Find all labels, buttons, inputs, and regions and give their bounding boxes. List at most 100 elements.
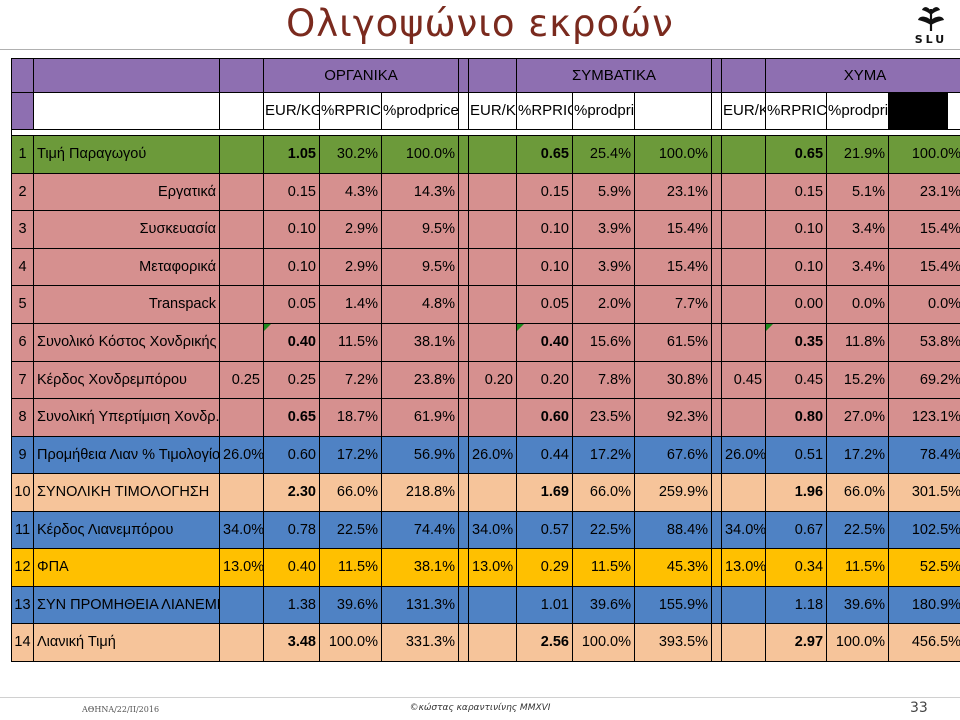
header-blank-label [33,91,220,130]
subheader-rprice: %RPRICE [319,91,382,130]
organic-eur-cell: 3.48 [263,623,320,662]
organic-rate-cell: 34.0% [219,510,264,550]
table-row: 1 Τιμή Παραγωγού 1.05 30.2% 100.0% 0.65 25.4% 1… [11,135,960,174]
group-spacer [711,510,723,550]
organic-prodprice-cell: 38.1% [381,322,459,362]
organic-eur-cell: 0.65 [263,398,320,437]
conventional-eur-cell: 0.57 [516,510,573,550]
row-number: 6 [11,322,34,362]
organic-eur-cell: 1.38 [263,585,320,625]
header-blank-extra [711,91,723,130]
row-number: 13 [11,585,34,625]
conventional-rate-cell [468,623,517,662]
bulk-rate-cell [721,135,767,174]
organic-rate-cell: 0.25 [219,360,264,400]
group-spacer [458,623,469,662]
bulk-rprice-cell: 3.4% [826,210,890,249]
bulk-eur-cell: 1.18 [765,585,828,625]
conventional-rate-cell [468,473,517,512]
table-body: ΟΡΓΑΝΙΚΑ ΣΥΜΒΑΤΙΚΑ ΧΥΜΑ EUR/KG %RPRICE %… [10,58,960,662]
table-row: 12 ΦΠΑ 13.0% 0.40 11.5% 38.1% 13.0% 0.29 11.5% 45… [11,548,960,587]
group-spacer [458,210,469,249]
conventional-eur-cell: 0.10 [516,210,573,249]
bulk-rate-cell: 26.0% [721,435,767,475]
conventional-prodprice-cell: 155.9% [633,585,713,625]
bulk-eur-cell: 0.65 [765,135,828,174]
conventional-prodprice-cell: 259.9% [633,473,713,512]
group-spacer [458,435,469,475]
organic-rate-cell [219,585,264,625]
group-spacer [458,398,469,437]
bulk-prodprice-cell: 100.0% [888,135,960,174]
conventional-rate-cell [468,210,517,249]
footer-divider [0,697,960,698]
header-blank-extra [219,58,264,93]
conventional-eur-cell: 0.20 [516,360,573,400]
bulk-eur-cell: 2.97 [765,623,828,662]
organic-eur-cell: 0.05 [263,285,320,324]
group-spacer [711,322,723,362]
conventional-prodprice-cell: 7.7% [633,285,713,324]
bulk-rprice-cell: 39.6% [826,585,890,625]
cost-table-container: ΟΡΓΑΝΙΚΑ ΣΥΜΒΑΤΙΚΑ ΧΥΜΑ EUR/KG %RPRICE %… [10,58,960,662]
group-header-organic: ΟΡΓΑΝΙΚΑ [263,58,459,93]
conventional-rprice-cell: 3.9% [572,247,635,287]
row-number: 1 [11,135,34,174]
row-label: Συνολική Υπερτίμιση Χονδρ. [33,398,220,437]
conventional-rate-cell [468,585,517,625]
bulk-rate-cell [721,398,767,437]
organic-rate-cell [219,623,264,662]
row-number: 11 [11,510,34,550]
conventional-eur-cell: 0.40 [516,322,573,362]
organic-prodprice-cell: 61.9% [381,398,459,437]
organic-rprice-cell: 11.5% [319,548,382,587]
conventional-prodprice-cell: 88.4% [633,510,713,550]
subheader-prodprice: %prodprice [826,91,890,130]
bulk-rate-cell: 34.0% [721,510,767,550]
conventional-rate-cell [468,172,517,212]
conventional-rprice-cell: 17.2% [572,435,635,475]
conventional-rprice-cell: 5.9% [572,172,635,212]
bulk-eur-cell: 0.00 [765,285,828,324]
conventional-rate-cell: 13.0% [468,548,517,587]
group-spacer [711,473,723,512]
organic-rate-cell: 26.0% [219,435,264,475]
organic-eur-cell: 1.05 [263,135,320,174]
conventional-eur-cell: 0.65 [516,135,573,174]
conventional-prodprice-cell: 15.4% [633,210,713,249]
conventional-rate-cell [468,322,517,362]
organic-eur-cell: 0.25 [263,360,320,400]
group-spacer [711,585,723,625]
row-number: 4 [11,247,34,287]
organic-prodprice-cell: 4.8% [381,285,459,324]
conventional-prodprice-cell: 61.5% [633,322,713,362]
header-blank-num [11,91,34,130]
bulk-rate-cell [721,473,767,512]
row-number: 5 [11,285,34,324]
conventional-eur-cell: 0.15 [516,172,573,212]
organic-prodprice-cell: 23.8% [381,360,459,400]
table-row: 10 ΣΥΝΟΛΙΚΗ ΤΙΜΟΛΟΓΗΣΗ 2.30 66.0% 218.8% 1.69… [11,473,960,512]
conventional-rate-cell [468,285,517,324]
organic-prodprice-cell: 9.5% [381,210,459,249]
conventional-rprice-cell: 66.0% [572,473,635,512]
row-label: ΣΥΝΟΛΙΚΗ ΤΙΜΟΛΟΓΗΣΗ [33,473,220,512]
group-spacer [458,285,469,324]
bulk-prodprice-cell: 78.4% [888,435,960,475]
bulk-prodprice-cell: 180.9% [888,585,960,625]
conventional-rate-cell: 0.20 [468,360,517,400]
row-label: Συσκευασία [33,210,220,249]
header-spacer [458,58,469,93]
slide-title: Ολιγοψώνιο εκροών [286,2,674,45]
group-spacer [458,322,469,362]
group-header-row: ΟΡΓΑΝΙΚΑ ΣΥΜΒΑΤΙΚΑ ΧΥΜΑ [11,58,960,93]
organic-prodprice-cell: 56.9% [381,435,459,475]
conventional-prodprice-cell: 100.0% [633,135,713,174]
bulk-eur-cell: 1.96 [765,473,828,512]
organic-rate-cell [219,285,264,324]
conventional-rprice-cell: 22.5% [572,510,635,550]
organic-eur-cell: 0.40 [263,548,320,587]
organic-eur-cell: 0.78 [263,510,320,550]
row-number: 7 [11,360,34,400]
organic-rprice-cell: 100.0% [319,623,382,662]
